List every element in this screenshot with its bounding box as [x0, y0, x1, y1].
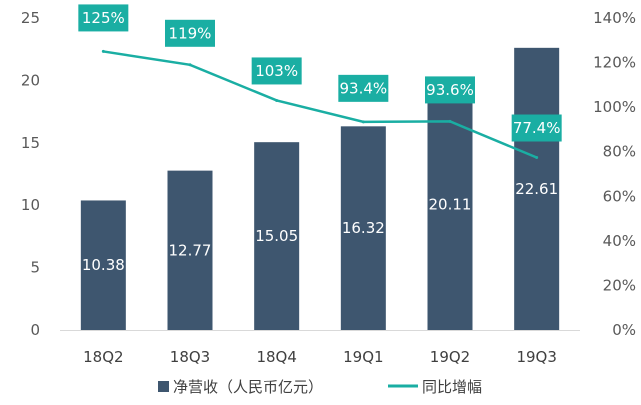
growth-label-box: [338, 74, 389, 102]
y-right-tick-label: 40%: [603, 232, 636, 250]
growth-point: [535, 156, 539, 160]
growth-label-box: [511, 114, 562, 142]
y-left-tick-label: 20: [21, 71, 40, 89]
growth-label-box: [78, 4, 129, 32]
x-tick-label: 18Q2: [83, 348, 123, 366]
y-left-tick-label: 10: [21, 196, 40, 214]
growth-label-box: [251, 57, 302, 85]
growth-data-label: 119%: [169, 24, 212, 42]
growth-point: [101, 49, 105, 53]
growth-data-label: 77.4%: [513, 119, 561, 137]
growth-point: [448, 119, 452, 123]
y-right-tick-label: 20%: [603, 276, 636, 294]
x-tick-label: 19Q2: [430, 348, 470, 366]
y-left-tick-label: 0: [30, 321, 40, 339]
revenue-data-label: 20.11: [429, 196, 472, 214]
revenue-data-label: 10.38: [82, 256, 125, 274]
growth-data-label: 125%: [82, 9, 125, 27]
y-right-tick-label: 140%: [593, 9, 636, 27]
y-right-tick-label: 80%: [603, 143, 636, 161]
legend-label-revenue: 净营收（人民币亿元）: [173, 378, 323, 396]
growth-point: [188, 63, 192, 67]
x-tick-label: 18Q3: [170, 348, 210, 366]
y-left-tick-label: 25: [21, 9, 40, 27]
y-right-tick-label: 60%: [603, 187, 636, 205]
revenue-bar: [80, 200, 126, 330]
y-left-tick-label: 5: [30, 259, 40, 277]
growth-data-label: 93.4%: [340, 79, 388, 97]
revenue-bar: [254, 142, 300, 330]
legend: 净营收（人民币亿元） 同比增幅: [158, 378, 482, 396]
line-series: 125% 119% 103% 93.4% 93.6% 77.4%: [78, 4, 562, 160]
revenue-bar: [167, 170, 213, 330]
revenue-bar: [514, 47, 560, 330]
revenue-data-label: 22.61: [515, 180, 558, 198]
legend-swatch-revenue: [158, 381, 169, 392]
x-tick-label: 18Q4: [256, 348, 296, 366]
revenue-data-label: 16.32: [342, 219, 385, 237]
y-right-tick-label: 0%: [612, 321, 636, 339]
y-left-tick-label: 15: [21, 134, 40, 152]
growth-label-box: [425, 76, 475, 104]
y-right-tick-label: 120%: [593, 54, 636, 72]
growth-label-box: [165, 19, 215, 47]
y-right-tick-label: 100%: [593, 98, 636, 116]
legend-label-growth: 同比增幅: [422, 378, 482, 396]
growth-data-label: 103%: [255, 62, 298, 80]
bar-series: 10.38 12.77 15.05 16.32 20.11 22.61: [80, 47, 560, 331]
growth-point: [275, 98, 279, 102]
x-tick-label: 19Q1: [343, 348, 383, 366]
revenue-data-label: 15.05: [255, 227, 298, 245]
axes: 0 5 10 15 20 25 0% 20% 40% 60% 80% 100% 120% 140% 18Q2…: [21, 9, 636, 366]
growth-line: [103, 50, 538, 159]
growth-point: [361, 120, 365, 124]
revenue-data-label: 12.77: [169, 241, 212, 259]
revenue-bar: [340, 126, 386, 330]
growth-data-label: 93.6%: [426, 81, 474, 99]
x-tick-label: 19Q3: [516, 348, 556, 366]
